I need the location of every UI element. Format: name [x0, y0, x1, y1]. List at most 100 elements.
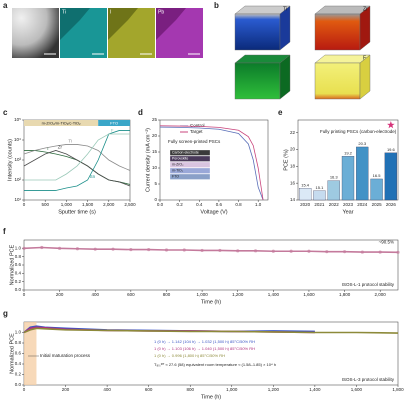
y-tick-label: 0.4 [15, 271, 22, 276]
value-label: 15.4 [301, 182, 310, 187]
y-tick-label: 10⁵ [14, 117, 21, 122]
annotation: T₈₀,ᴿᵀ ≈ 27.6 (58) equivalent room tempe… [154, 362, 276, 367]
i-region [108, 8, 155, 58]
micrographs: Ti I Pb [12, 8, 203, 58]
annotation: ISOS-L-3 protocol stability [342, 377, 395, 382]
y-tick-label: 22 [290, 130, 296, 135]
x-tick-label: 2026 [386, 202, 397, 207]
y-tick-label: 0.6 [15, 262, 22, 267]
x-tick-label: 400 [91, 292, 99, 297]
y-tick-label: 15 [152, 149, 158, 154]
y-tick-label: 0.6 [15, 351, 22, 356]
x-tick-label: 0.6 [216, 202, 223, 207]
x-tick-label: 400 [103, 387, 111, 392]
x-tick-label: 0 [23, 292, 26, 297]
x-tick-label: 800 [163, 292, 171, 297]
x-tick-label: 0 [23, 387, 26, 392]
annotation: Initial maturation process [40, 353, 91, 358]
bar [327, 180, 340, 201]
x-tick-label: 0.2 [177, 202, 184, 207]
inset-label: m-TiO₂ [172, 169, 184, 173]
x-tick-label: 1,800 [392, 387, 404, 392]
data-point [378, 250, 382, 254]
y-tick-label: 5 [154, 181, 157, 186]
data-point [236, 249, 240, 253]
x-tick-label: 2020 [300, 202, 311, 207]
x-tick-label: 0.4 [196, 202, 203, 207]
series-line [24, 130, 130, 191]
ti-region [60, 8, 107, 58]
panel-label: c [3, 108, 8, 117]
y-tick-label: 1.0 [15, 246, 22, 251]
y-axis-label: Current density (mA cm⁻²) [145, 128, 151, 192]
panel-label: b [214, 1, 219, 10]
series-line [24, 133, 130, 181]
annotation: 1 (0 h) → 1.142 (104 h) → 1.032 (1,500 h… [154, 339, 255, 344]
value-label: 19.6 [387, 147, 396, 152]
bar [313, 190, 326, 201]
x-tick-label: 2,000 [103, 202, 115, 207]
inset-layer [169, 149, 211, 156]
map-label: I [110, 9, 111, 15]
data-point [342, 250, 347, 254]
data-point [360, 250, 364, 254]
y-tick-label: 18 [290, 164, 296, 169]
data-point [147, 247, 151, 252]
band-label: m-ZrO₂/m-TiO₂/c-TiO₂ [42, 120, 81, 125]
cube [314, 5, 371, 51]
annotation: ISOS-L-1 protocol stability [342, 282, 395, 287]
series-label: Zr [58, 145, 63, 150]
x-axis-label: Voltage (V) [200, 209, 227, 215]
y-tick-label: 10⁴ [14, 137, 21, 142]
panel-label: f [3, 227, 6, 236]
data-point [164, 248, 169, 252]
sem-image [12, 8, 59, 58]
series-label: F [111, 128, 114, 133]
cube-label: F [363, 55, 366, 61]
value-label: 19.2 [344, 150, 353, 155]
bar [356, 146, 369, 201]
x-tick-label: 0.0 [157, 202, 164, 207]
x-tick-label: 1,600 [351, 387, 363, 392]
series-line [159, 125, 264, 201]
data-point [111, 247, 115, 251]
panel-label: d [138, 108, 143, 117]
y-tick-label: 10¹ [14, 197, 21, 202]
bar [298, 188, 312, 201]
value-label: 20.3 [358, 141, 367, 146]
bar [370, 178, 383, 201]
value-label: 16.3 [330, 175, 339, 180]
y-tick-label: 0.2 [15, 372, 22, 377]
x-tick-label: 500 [41, 202, 49, 207]
data-point [218, 248, 222, 253]
panel-label: e [278, 108, 283, 117]
bar [384, 152, 398, 201]
data-point [58, 246, 62, 250]
inset-label: Perovskite [172, 157, 188, 161]
legend-label: Control [190, 123, 205, 128]
y-tick-label: 10³ [14, 157, 21, 162]
y-tick-label: 20 [290, 147, 296, 152]
bar [341, 156, 355, 201]
data-point [271, 249, 275, 253]
y-tick-label: 0 [154, 197, 157, 202]
data-point [93, 247, 97, 251]
y-axis-label: PCE (%) [283, 149, 289, 171]
x-axis-label: Sputter time (s) [58, 209, 96, 215]
cubes [234, 5, 371, 100]
data-point [325, 250, 329, 254]
y-tick-label: 25 [152, 117, 158, 122]
data-point [289, 249, 293, 253]
x-tick-label: 2025 [372, 202, 383, 207]
series-label: I [47, 146, 48, 151]
data-point [182, 248, 186, 252]
inset-layer [169, 167, 211, 174]
x-tick-label: 2023 [343, 202, 354, 207]
data-point [129, 247, 133, 252]
y-axis-label: Normalized PCE [9, 333, 15, 374]
y-axis-label: Intensity (counts) [7, 139, 13, 181]
band-label: FTO [110, 120, 118, 125]
x-tick-label: 1,500 [82, 202, 94, 207]
x-tick-label: 1,200 [232, 292, 244, 297]
y-axis-label: Normalized PCE [9, 244, 15, 285]
